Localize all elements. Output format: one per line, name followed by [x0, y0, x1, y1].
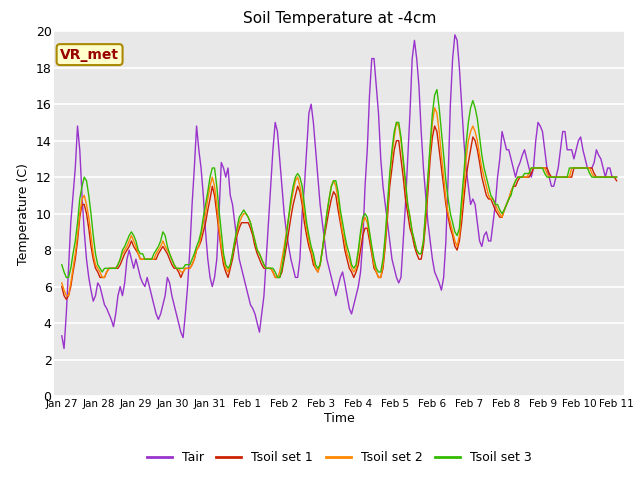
Tsoil set 2: [597, 174, 605, 180]
Tsoil set 3: [480, 165, 488, 171]
Line: Tair: Tair: [62, 35, 616, 348]
Tair: [301, 183, 308, 189]
Tsoil set 2: [431, 105, 438, 111]
Tsoil set 3: [301, 202, 308, 207]
Tsoil set 3: [597, 174, 605, 180]
Line: Tsoil set 1: Tsoil set 1: [62, 126, 616, 300]
Tsoil set 3: [337, 207, 344, 213]
Legend: Tair, Tsoil set 1, Tsoil set 2, Tsoil set 3: Tair, Tsoil set 1, Tsoil set 2, Tsoil se…: [142, 446, 536, 469]
Tsoil set 2: [480, 174, 488, 180]
Tsoil set 3: [523, 170, 531, 176]
Tsoil set 3: [58, 262, 66, 267]
Text: VR_met: VR_met: [60, 48, 119, 61]
Tsoil set 1: [63, 297, 70, 302]
Tsoil set 3: [433, 87, 441, 93]
Title: Soil Temperature at -4cm: Soil Temperature at -4cm: [243, 11, 436, 26]
Tair: [545, 174, 553, 180]
Tsoil set 2: [337, 215, 344, 220]
Tsoil set 3: [545, 174, 553, 180]
Tair: [337, 275, 344, 280]
Tsoil set 2: [523, 174, 531, 180]
Y-axis label: Temperature (C): Temperature (C): [17, 163, 30, 264]
Tsoil set 2: [63, 293, 70, 299]
Tair: [597, 156, 605, 162]
Tair: [523, 156, 531, 162]
Tair: [60, 346, 68, 351]
Tsoil set 1: [612, 178, 620, 184]
Tsoil set 1: [523, 174, 531, 180]
Tair: [612, 174, 620, 180]
Tsoil set 1: [480, 183, 488, 189]
Tair: [480, 233, 488, 239]
Line: Tsoil set 3: Tsoil set 3: [62, 90, 616, 277]
Tair: [58, 333, 66, 339]
Tsoil set 3: [612, 174, 620, 180]
Tsoil set 1: [545, 170, 553, 176]
Tair: [451, 32, 459, 38]
Tsoil set 1: [431, 123, 438, 129]
Tsoil set 1: [301, 220, 308, 226]
Tsoil set 1: [58, 284, 66, 289]
Line: Tsoil set 2: Tsoil set 2: [62, 108, 616, 296]
Tsoil set 2: [301, 211, 308, 216]
Tsoil set 2: [58, 280, 66, 286]
Tsoil set 2: [612, 174, 620, 180]
Tsoil set 3: [63, 275, 70, 280]
Tsoil set 1: [337, 220, 344, 226]
Tsoil set 2: [545, 174, 553, 180]
Tsoil set 1: [597, 174, 605, 180]
X-axis label: Time: Time: [324, 411, 355, 424]
